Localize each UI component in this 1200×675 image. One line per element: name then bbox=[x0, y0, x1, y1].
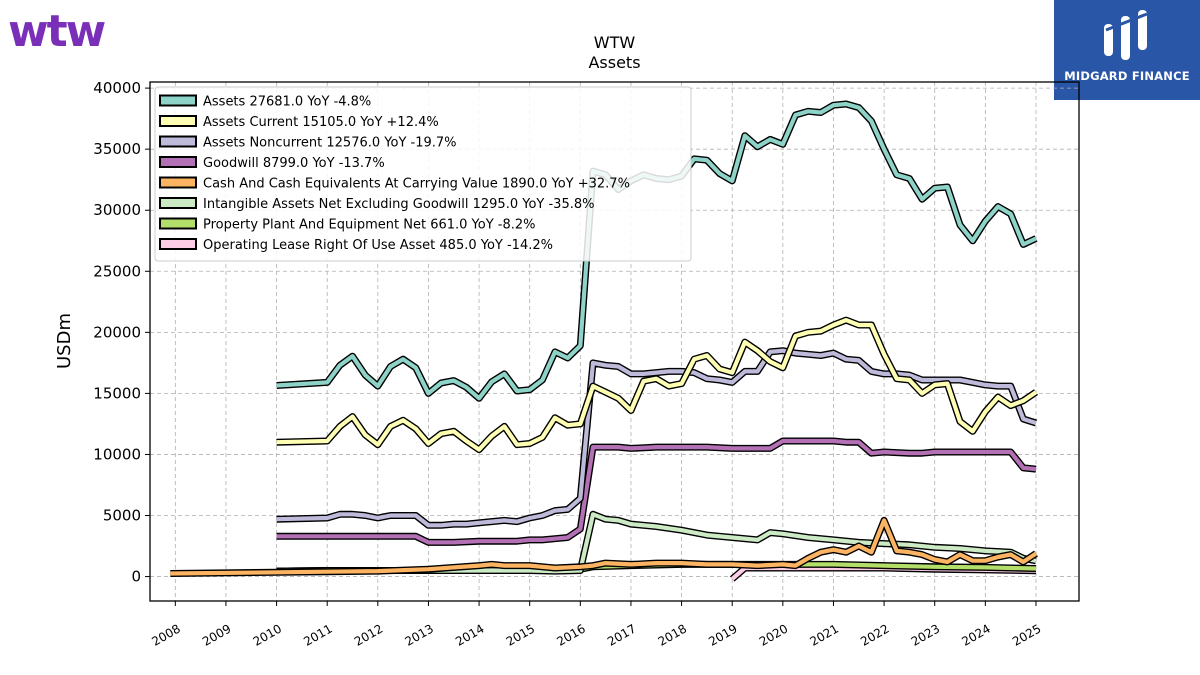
legend-label-assets-current: Assets Current 15105.0 YoY +12.4% bbox=[203, 115, 439, 130]
x-tick-label-2011: 2011 bbox=[301, 621, 334, 648]
series-line-assets-noncurrent bbox=[276, 348, 1037, 528]
series-assets-noncurrent bbox=[276, 347, 1038, 529]
series-line-assets-current bbox=[276, 318, 1038, 452]
legend-swatch-cash-and-cash-equivalents-at-carrying-value bbox=[159, 176, 197, 189]
series-assets-current bbox=[276, 316, 1038, 454]
legend-box bbox=[154, 86, 692, 262]
series-line-intangible-assets-net-excluding-goodwill bbox=[276, 512, 1037, 574]
legend-swatch-intangible-assets-net-excluding-goodwill bbox=[159, 197, 197, 209]
legend-label-assets-noncurrent: Assets Noncurrent 12576.0 YoY -19.7% bbox=[203, 136, 457, 151]
midgard-emblem-icon bbox=[1104, 10, 1148, 60]
y-tick-label-25000: 25000 bbox=[93, 262, 141, 280]
legend-label-assets: Assets 27681.0 YoY -4.8% bbox=[203, 95, 371, 110]
legend-swatch-operating-lease-right-of-use-asset bbox=[159, 238, 197, 250]
x-tick-label-2023: 2023 bbox=[909, 621, 942, 648]
y-tick-label-40000: 40000 bbox=[93, 79, 141, 97]
wtw-logo-text: wtw bbox=[8, 8, 106, 57]
series-intangible-assets-net-excluding-goodwill bbox=[276, 510, 1037, 575]
y-tick-label-35000: 35000 bbox=[93, 140, 141, 158]
x-tick-label-2020: 2020 bbox=[757, 621, 790, 648]
legend-label-goodwill: Goodwill 8799.0 YoY -13.7% bbox=[203, 156, 385, 171]
axis-ticks: 2008 2009 2010 2011 2012 2013 2014 2015 2016 2017… bbox=[93, 79, 1043, 649]
x-tick-label-2017: 2017 bbox=[605, 621, 638, 648]
y-tick-label-30000: 30000 bbox=[93, 201, 141, 219]
y-tick-label-0: 0 bbox=[131, 568, 141, 586]
x-tick-label-2024: 2024 bbox=[959, 621, 992, 648]
legend-swatch-property-plant-and-equipment-net bbox=[159, 217, 197, 230]
y-axis-label: USDm bbox=[54, 313, 75, 369]
y-tick-label-15000: 15000 bbox=[93, 384, 141, 402]
x-tick-label-2013: 2013 bbox=[402, 621, 435, 648]
y-tick-label-10000: 10000 bbox=[93, 445, 141, 463]
series-line-cash-and-cash-equivalents-at-carrying-value bbox=[170, 518, 1038, 576]
series-line-goodwill bbox=[276, 438, 1037, 545]
midgard-finance-text: MIDGARD FINANCE bbox=[1064, 69, 1190, 83]
legend-label-operating-lease-right-of-use-asset: Operating Lease Right Of Use Asset 485.0… bbox=[203, 238, 553, 253]
wtw-logo: wtw bbox=[8, 8, 108, 57]
x-tick-label-2008: 2008 bbox=[149, 621, 182, 648]
x-tick-label-2010: 2010 bbox=[251, 621, 284, 648]
legend-label-intangible-assets-net-excluding-goodwill: Intangible Assets Net Excluding Goodwill… bbox=[203, 197, 594, 212]
legend-swatch-assets-noncurrent bbox=[159, 135, 197, 148]
legend-label-property-plant-and-equipment-net: Property Plant And Equipment Net 661.0 Y… bbox=[203, 218, 536, 233]
x-tick-label-2009: 2009 bbox=[200, 621, 233, 648]
x-tick-label-2012: 2012 bbox=[352, 621, 385, 648]
x-tick-label-2025: 2025 bbox=[1010, 621, 1043, 648]
legend-label-cash-and-cash-equivalents-at-carrying-value: Cash And Cash Equivalents At Carrying Va… bbox=[203, 177, 630, 192]
x-tick-label-2018: 2018 bbox=[656, 621, 689, 648]
legend-swatch-assets-current bbox=[159, 115, 197, 127]
x-tick-label-2014: 2014 bbox=[453, 621, 486, 648]
x-tick-label-2016: 2016 bbox=[554, 621, 587, 648]
chart-subtitle: Assets bbox=[588, 53, 640, 72]
x-tick-label-2021: 2021 bbox=[808, 621, 841, 648]
midgard-finance-logo: MIDGARD FINANCE bbox=[1054, 0, 1200, 100]
y-tick-label-5000: 5000 bbox=[103, 507, 141, 525]
x-tick-label-2019: 2019 bbox=[706, 621, 739, 648]
y-tick-label-20000: 20000 bbox=[93, 323, 141, 341]
series-outline-assets-current bbox=[276, 316, 1038, 454]
x-tick-label-2015: 2015 bbox=[504, 621, 537, 648]
x-tick-label-2022: 2022 bbox=[858, 621, 891, 648]
series-goodwill bbox=[276, 437, 1037, 546]
plot-frame bbox=[149, 81, 1080, 602]
chart-title: WTW bbox=[594, 33, 636, 52]
series-layer bbox=[170, 100, 1038, 582]
chart-legend: Assets 27681.0 YoY -4.8% Assets Current 1… bbox=[154, 86, 692, 262]
series-cash-and-cash-equivalents-at-carrying-value bbox=[170, 516, 1038, 577]
legend-swatch-goodwill bbox=[159, 156, 197, 168]
legend-swatch-assets bbox=[159, 94, 197, 107]
